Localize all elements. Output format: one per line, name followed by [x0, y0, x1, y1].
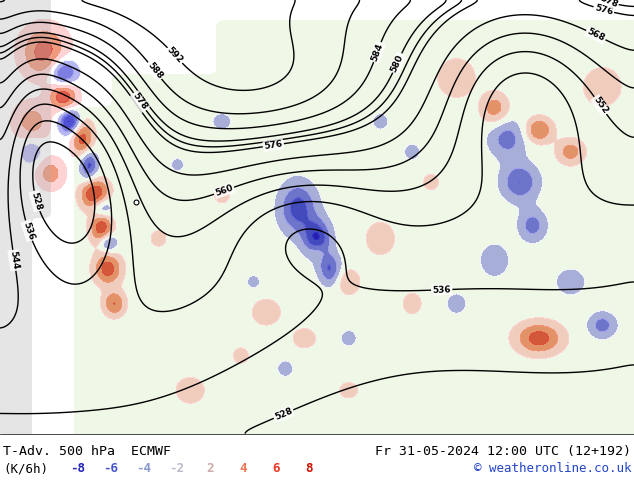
Text: -4: -4 — [136, 462, 152, 475]
Text: -8: -8 — [70, 462, 86, 475]
Text: 578: 578 — [131, 91, 149, 112]
Text: 576: 576 — [593, 3, 614, 17]
Text: 536: 536 — [22, 220, 36, 241]
Text: 588: 588 — [145, 61, 164, 81]
Text: 4: 4 — [239, 462, 247, 475]
Text: -6: -6 — [103, 462, 119, 475]
Text: 580: 580 — [389, 53, 405, 74]
Text: 568: 568 — [585, 27, 606, 43]
Text: 6: 6 — [272, 462, 280, 475]
Text: © weatheronline.co.uk: © weatheronline.co.uk — [474, 462, 631, 475]
Text: 536: 536 — [432, 285, 451, 294]
Text: 560: 560 — [214, 183, 235, 198]
Text: -2: -2 — [169, 462, 184, 475]
Text: (K/6h): (K/6h) — [3, 462, 48, 475]
Text: 528: 528 — [30, 191, 43, 211]
Text: 552: 552 — [592, 95, 609, 116]
Text: 528: 528 — [273, 406, 294, 422]
Text: 584: 584 — [370, 42, 385, 63]
Text: 8: 8 — [305, 462, 313, 475]
Text: 592: 592 — [165, 46, 184, 65]
Text: T-Adv. 500 hPa  ECMWF: T-Adv. 500 hPa ECMWF — [3, 445, 171, 458]
Text: 2: 2 — [206, 462, 214, 475]
Text: 576: 576 — [263, 139, 283, 151]
Text: Fr 31-05-2024 12:00 UTC (12+192): Fr 31-05-2024 12:00 UTC (12+192) — [375, 445, 631, 458]
Text: 578: 578 — [598, 0, 619, 9]
Text: 544: 544 — [8, 250, 20, 270]
